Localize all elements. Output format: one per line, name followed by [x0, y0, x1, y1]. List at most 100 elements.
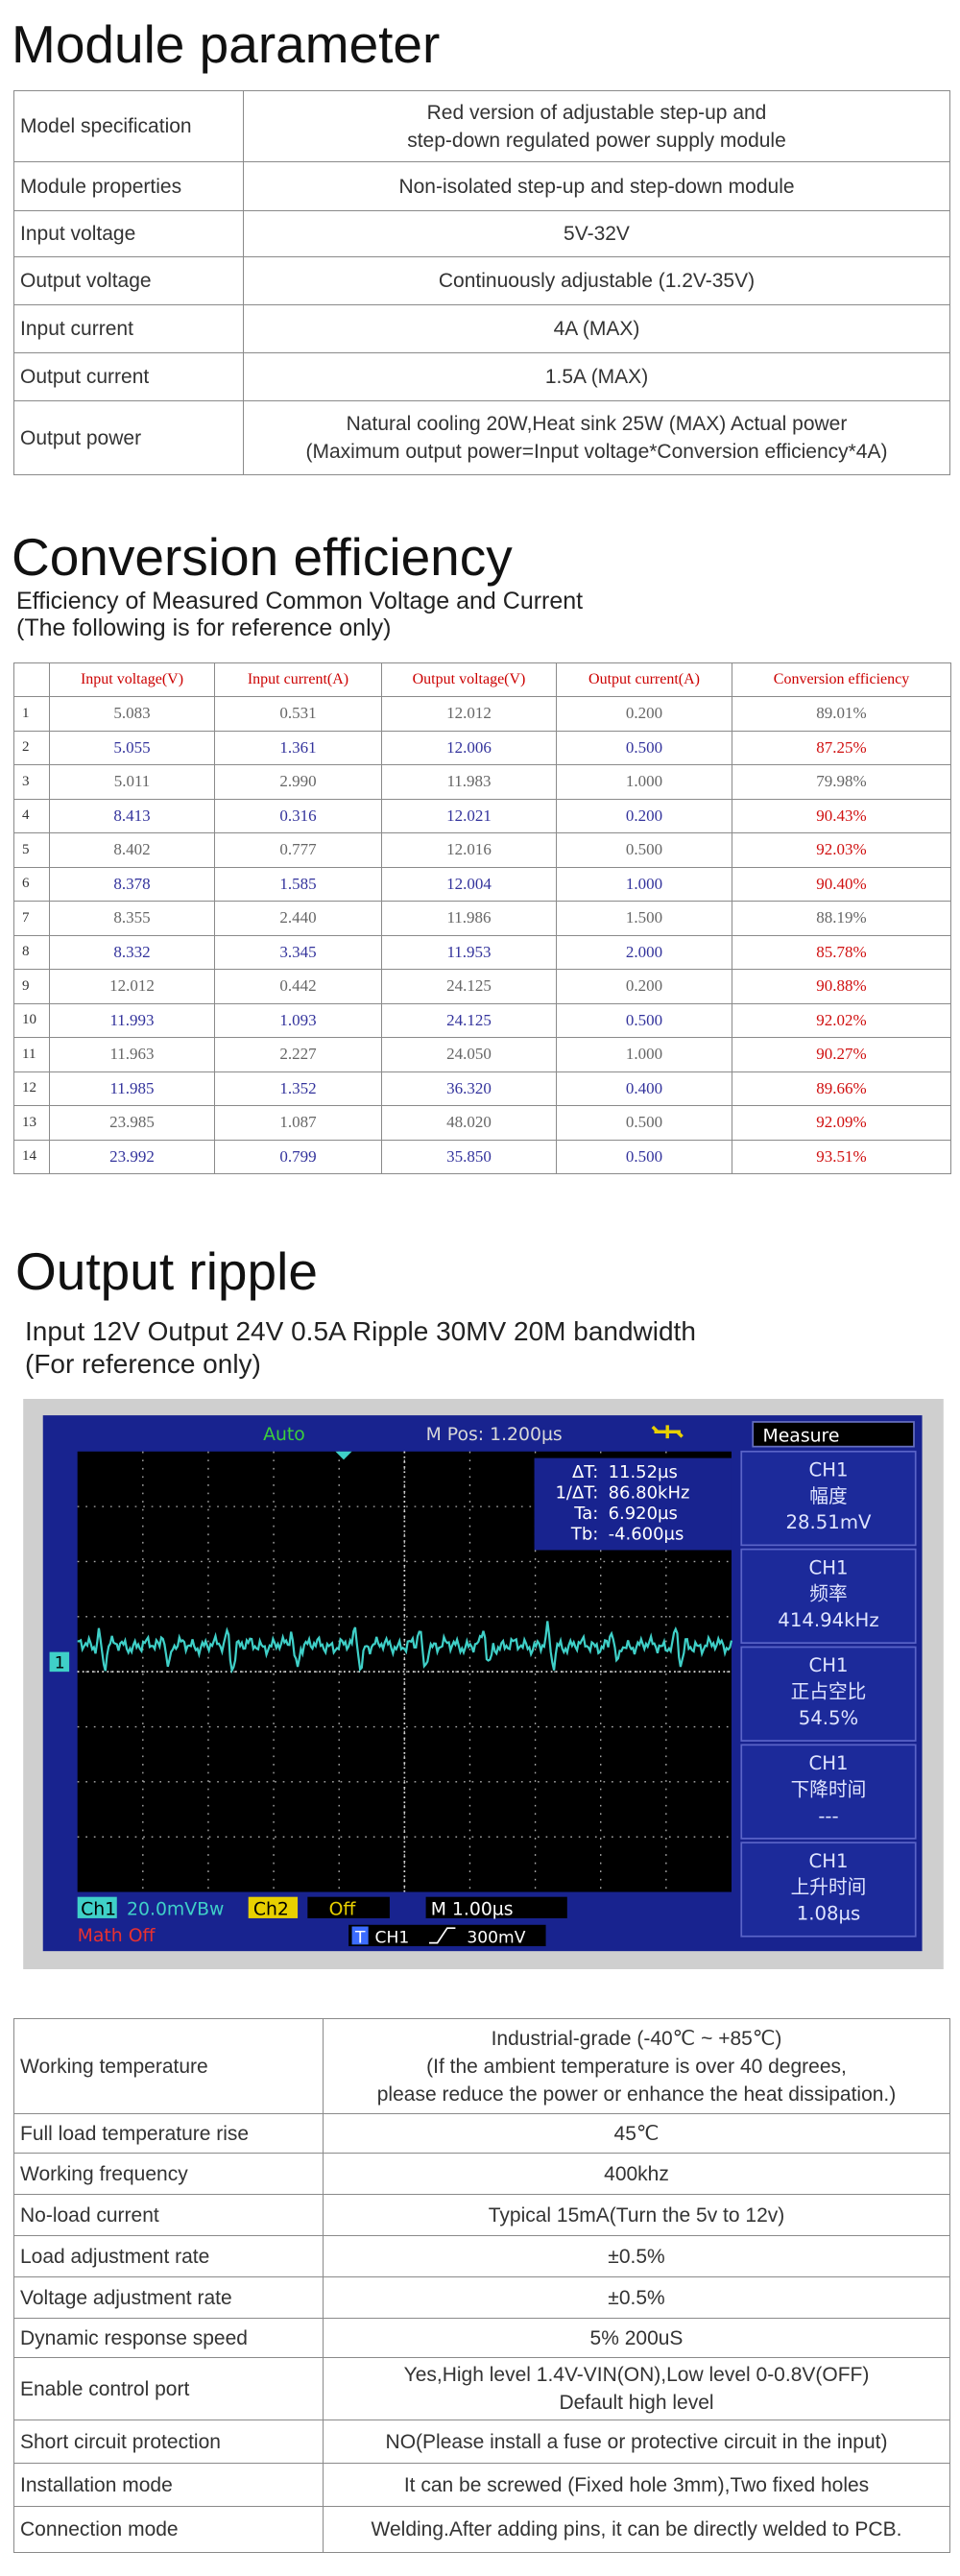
ch2-box	[248, 1896, 299, 1918]
data-cell: 90.43%	[732, 798, 951, 833]
math-state: Math Off	[78, 1926, 156, 1946]
table-row: 11 11.963 2.227 24.050 1.000 90.27%	[13, 1037, 951, 1072]
data-cell: 24.125	[381, 969, 557, 1004]
value-cell: 5V-32V	[243, 210, 950, 257]
corner-cell	[13, 662, 50, 697]
specification-table: Working temperature Industrial-grade (-40…	[13, 2018, 950, 2553]
data-cell: 89.01%	[732, 696, 951, 732]
trigger-source: CH1	[375, 1929, 410, 1948]
parameter-table: Model specification Red version of adjust…	[13, 90, 950, 475]
data-cell: 3.345	[214, 934, 382, 970]
value-cell: Natural cooling 20W,Heat sink 25W (MAX) …	[243, 400, 950, 475]
index-cell: 12	[13, 1071, 50, 1106]
data-cell: 8.402	[49, 832, 215, 868]
trigger-box	[348, 1924, 546, 1947]
measure-text: 28.51mV	[786, 1511, 872, 1533]
data-cell: 1.500	[556, 901, 732, 936]
value-cell: ±0.5%	[323, 2276, 950, 2319]
label-cell: Working frequency	[13, 2153, 324, 2195]
cursor-value: 11.52µs	[609, 1462, 678, 1482]
index-cell: 11	[13, 1037, 50, 1072]
index-cell: 8	[13, 934, 50, 970]
ch1-label: Ch1	[81, 1900, 116, 1920]
data-cell: 12.012	[381, 696, 557, 732]
data-cell: 0.200	[556, 798, 732, 833]
index-cell: 3	[13, 764, 50, 800]
measure-text: 414.94kHz	[778, 1609, 878, 1631]
table-row: No-load current Typical 15mA(Turn the 5v …	[13, 2194, 950, 2236]
data-cell: 79.98%	[732, 764, 951, 800]
timebase-box	[425, 1896, 567, 1918]
data-cell: 11.963	[49, 1037, 215, 1072]
data-cell: 24.050	[381, 1037, 557, 1072]
table-row: 7 8.355 2.440 11.986 1.500 88.19%	[13, 901, 951, 936]
label-cell: Input current	[13, 304, 244, 353]
value-cell: Industrial-grade (-40℃ ~ +85℃) (If the a…	[323, 2018, 950, 2114]
value-cell: 400khz	[323, 2153, 950, 2195]
label-cell: Model specification	[13, 90, 244, 162]
label-cell: Dynamic response speed	[13, 2318, 324, 2358]
data-cell: 12.016	[381, 832, 557, 868]
data-cell: 23.992	[49, 1139, 215, 1174]
table-row: Connection mode Welding.After adding pins…	[13, 2506, 950, 2553]
data-cell: 12.012	[49, 969, 215, 1004]
data-cell: 93.51%	[732, 1139, 951, 1174]
data-cell: 11.983	[381, 764, 557, 800]
ch2-state-box	[307, 1896, 390, 1918]
ch2-label: Ch2	[253, 1900, 289, 1920]
usb-icon	[651, 1425, 684, 1439]
trigger-type: T	[354, 1929, 366, 1948]
data-cell: 12.021	[381, 798, 557, 833]
data-cell: 1.093	[214, 1002, 382, 1038]
index-cell: 5	[13, 832, 50, 868]
index-cell: 9	[13, 969, 50, 1004]
data-cell: 5.055	[49, 730, 215, 765]
data-cell: 5.011	[49, 764, 215, 800]
value-cell: Red version of adjustable step-up and st…	[243, 90, 950, 162]
section-title: Conversion efficiency	[12, 527, 513, 587]
data-cell: 0.500	[556, 1139, 732, 1174]
table-row: Working frequency 400khz	[13, 2153, 950, 2195]
label-cell: Connection mode	[13, 2506, 324, 2553]
table-row: 13 23.985 1.087 48.020 0.500 92.09%	[13, 1105, 951, 1141]
table-row: Output current 1.5A (MAX)	[13, 352, 950, 401]
data-cell: 92.02%	[732, 1002, 951, 1038]
measure-panel	[740, 1450, 917, 1547]
ch2-state: Off	[329, 1900, 357, 1920]
label-cell: Full load temperature rise	[13, 2113, 324, 2154]
cursor-box	[534, 1457, 732, 1551]
data-cell: 0.200	[556, 969, 732, 1004]
header-cell: Input voltage(V)	[49, 662, 215, 697]
label-cell: Module properties	[13, 161, 244, 211]
table-row: Output voltage Continuously adjustable (1…	[13, 256, 950, 305]
data-cell: 1.585	[214, 866, 382, 902]
value-cell: Continuously adjustable (1.2V-35V)	[243, 256, 950, 305]
measure-text: 54.5%	[799, 1707, 859, 1729]
header-cell: Output current(A)	[556, 662, 732, 697]
value-cell: 5% 200uS	[323, 2318, 950, 2358]
value-cell: Yes,High level 1.4V-VIN(ON),Low level 0-…	[323, 2357, 950, 2420]
value-cell: 45℃	[323, 2113, 950, 2154]
data-cell: 23.985	[49, 1105, 215, 1141]
data-cell: 0.316	[214, 798, 382, 833]
cursor-value: -4.600µs	[609, 1524, 684, 1544]
table-row: Module properties Non-isolated step-up an…	[13, 161, 950, 211]
data-cell: 0.200	[556, 696, 732, 732]
data-cell: 2.000	[556, 934, 732, 970]
ch1-box	[77, 1896, 117, 1918]
label-cell: Load adjustment rate	[13, 2235, 324, 2277]
data-cell: 0.500	[556, 832, 732, 868]
label-cell: Installation mode	[13, 2463, 324, 2507]
header-cell: Conversion efficiency	[732, 662, 951, 697]
data-cell: 11.985	[49, 1071, 215, 1106]
data-cell: 85.78%	[732, 934, 951, 970]
trigger-marker: 1	[55, 1654, 65, 1673]
measure-panels: CH1 幅度 28.51mV CH1 频率 414.94kHz CH1 正占空比 54.5% CH…	[740, 1450, 917, 1938]
subtitle: Efficiency of Measured Common Voltage an…	[16, 588, 584, 614]
cursor-value: 86.80kHz	[609, 1483, 690, 1504]
label-cell: Output current	[13, 352, 244, 401]
data-cell: 90.88%	[732, 969, 951, 1004]
cursor-readings: ΔT: 11.52µs 1/ΔT: 86.80kHz Ta: 6.920µs Tb: -4.6…	[555, 1462, 689, 1544]
waveform	[77, 1621, 733, 1674]
data-cell: 90.27%	[732, 1037, 951, 1072]
